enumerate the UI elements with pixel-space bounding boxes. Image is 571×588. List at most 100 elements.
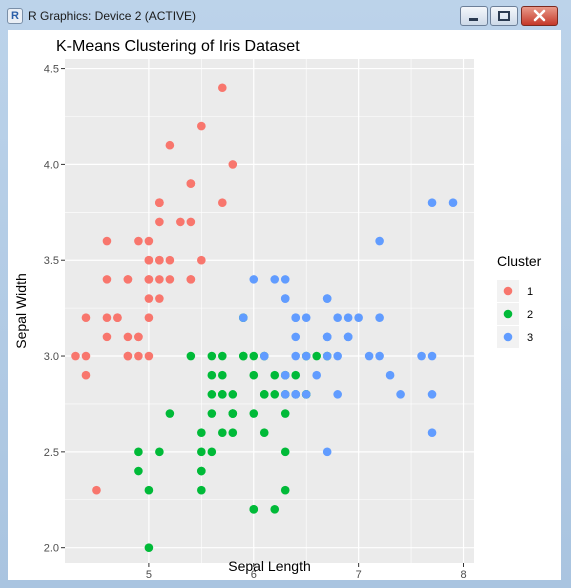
data-point-cluster-1 [155, 294, 164, 303]
data-point-cluster-2 [270, 370, 280, 380]
legend-key-cluster-3 [503, 332, 513, 342]
data-point-cluster-2 [259, 390, 269, 399]
legend-key-cluster-2 [503, 309, 513, 319]
y-tick-label: 3.5 [44, 255, 59, 267]
data-point-cluster-1 [155, 275, 164, 284]
data-point-cluster-3 [333, 390, 342, 399]
data-point-cluster-1 [113, 313, 122, 323]
data-point-cluster-2 [207, 370, 217, 380]
data-point-cluster-3 [301, 351, 311, 361]
data-point-cluster-2 [228, 428, 238, 437]
data-point-cluster-3 [375, 313, 384, 323]
data-point-cluster-2 [197, 466, 206, 476]
data-point-cluster-1 [155, 198, 164, 208]
data-point-cluster-3 [375, 236, 384, 246]
chart-title: K-Means Clustering of Iris Dataset [56, 38, 300, 55]
data-point-cluster-1 [186, 217, 196, 227]
data-points [71, 83, 458, 552]
data-point-cluster-2 [207, 409, 217, 418]
data-point-cluster-1 [144, 236, 154, 246]
data-point-cluster-3 [280, 370, 290, 380]
data-point-cluster-2 [207, 390, 217, 399]
data-point-cluster-2 [238, 351, 248, 361]
data-point-cluster-1 [144, 255, 154, 265]
data-point-cluster-2 [249, 409, 259, 418]
data-point-cluster-3 [322, 294, 332, 303]
data-point-cluster-1 [102, 313, 112, 323]
legend: Cluster 1 2 3 [497, 253, 542, 348]
data-point-cluster-1 [165, 275, 175, 284]
r-logo-icon: R [7, 8, 23, 24]
data-point-cluster-2 [134, 447, 143, 457]
close-button[interactable] [521, 6, 558, 26]
data-point-cluster-2 [280, 485, 290, 495]
data-point-cluster-3 [333, 313, 342, 323]
data-point-cluster-1 [197, 255, 206, 265]
data-point-cluster-1 [71, 351, 80, 361]
data-point-cluster-3 [448, 198, 458, 208]
y-tick-label: 4.5 [44, 64, 59, 76]
data-point-cluster-1 [165, 140, 175, 150]
data-point-cluster-1 [81, 351, 91, 361]
data-point-cluster-3 [322, 351, 332, 361]
y-tick-label: 2.0 [44, 543, 59, 555]
data-point-cluster-2 [249, 370, 259, 380]
y-tick-label: 3.0 [44, 351, 59, 363]
scatter-plot: K-Means Clustering of Iris Dataset 2.02.… [13, 38, 542, 581]
data-point-cluster-2 [291, 370, 301, 380]
data-point-cluster-2 [280, 409, 290, 418]
data-point-cluster-3 [427, 428, 437, 437]
maximize-icon [498, 11, 510, 21]
data-point-cluster-3 [291, 351, 301, 361]
data-point-cluster-3 [375, 351, 384, 361]
data-point-cluster-3 [427, 351, 437, 361]
title-bar[interactable]: R R Graphics: Device 2 (ACTIVE) [0, 0, 571, 30]
data-point-cluster-2 [249, 351, 259, 361]
legend-label-cluster-3: 3 [527, 332, 533, 344]
data-point-cluster-2 [218, 428, 227, 437]
data-point-cluster-1 [144, 275, 154, 284]
data-point-cluster-3 [249, 275, 259, 284]
data-point-cluster-3 [417, 351, 426, 361]
data-point-cluster-2 [228, 409, 238, 418]
data-point-cluster-2 [134, 466, 143, 476]
x-axis-label: Sepal Length [228, 558, 311, 574]
data-point-cluster-1 [155, 217, 164, 227]
data-point-cluster-1 [134, 236, 143, 246]
y-axis-label: Sepal Width [13, 273, 29, 348]
data-point-cluster-2 [259, 428, 269, 437]
data-point-cluster-3 [312, 370, 321, 380]
x-axis: 5 6 7 8 [146, 563, 467, 581]
minimize-icon [469, 18, 478, 21]
data-point-cluster-2 [197, 447, 206, 457]
data-point-cluster-1 [186, 275, 196, 284]
data-point-cluster-3 [280, 275, 290, 284]
x-tick-label: 6 [251, 569, 257, 580]
data-point-cluster-1 [134, 332, 143, 342]
data-point-cluster-2 [155, 447, 164, 457]
data-point-cluster-3 [270, 275, 280, 284]
data-point-cluster-1 [102, 332, 112, 342]
data-point-cluster-2 [144, 485, 154, 495]
legend-label-cluster-1: 1 [527, 286, 533, 298]
x-tick-label: 7 [356, 569, 362, 580]
data-point-cluster-1 [218, 198, 227, 208]
data-point-cluster-1 [144, 294, 154, 303]
maximize-button[interactable] [490, 6, 518, 26]
data-point-cluster-2 [144, 543, 154, 552]
data-point-cluster-1 [134, 351, 143, 361]
minimize-button[interactable] [460, 6, 488, 26]
data-point-cluster-1 [176, 217, 185, 227]
data-point-cluster-3 [301, 390, 311, 399]
data-point-cluster-2 [165, 409, 175, 418]
data-point-cluster-2 [218, 390, 227, 399]
data-point-cluster-1 [81, 313, 91, 323]
data-point-cluster-2 [218, 370, 227, 380]
data-point-cluster-1 [186, 179, 196, 188]
data-point-cluster-2 [228, 390, 238, 399]
data-point-cluster-3 [427, 390, 437, 399]
data-point-cluster-2 [197, 428, 206, 437]
data-point-cluster-3 [343, 313, 353, 323]
data-point-cluster-3 [291, 390, 301, 399]
